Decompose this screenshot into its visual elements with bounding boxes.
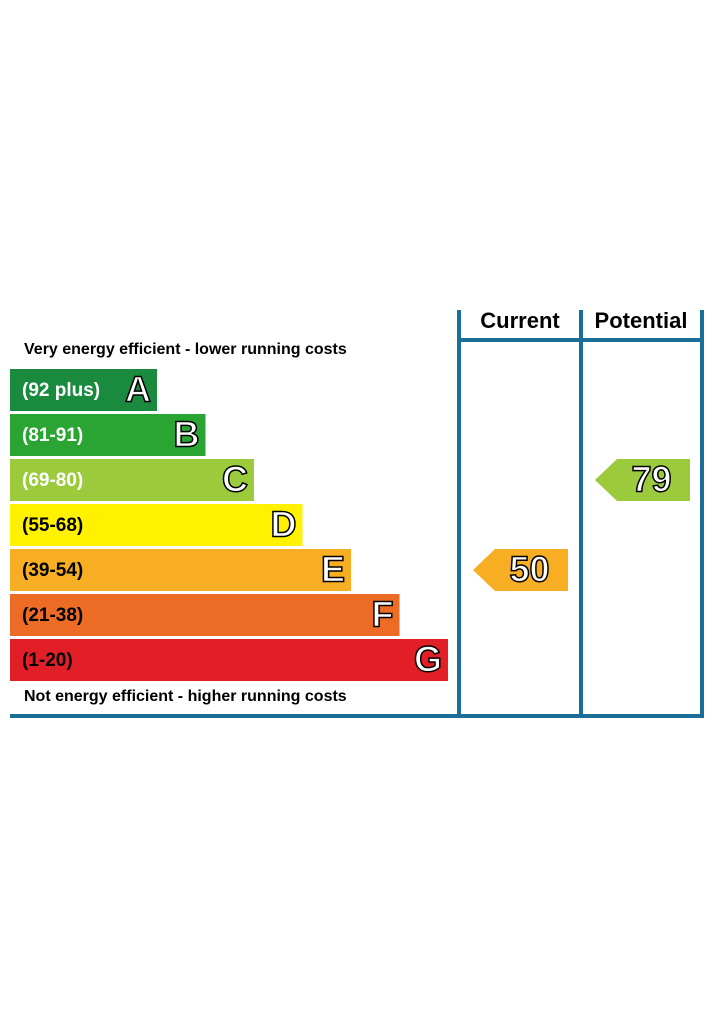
band-range: (92 plus) (22, 380, 100, 401)
rating-arrow (473, 549, 568, 591)
column-header: Current (480, 308, 560, 333)
band-range: (21-38) (22, 605, 83, 626)
band-bar (10, 504, 303, 546)
band-letter: F (372, 594, 394, 635)
band-bar (10, 414, 206, 456)
band-letter: C (222, 459, 248, 500)
band-letter: A (125, 369, 151, 410)
band-letter: B (174, 414, 200, 455)
band-bar (10, 639, 448, 681)
band-range: (39-54) (22, 560, 83, 581)
band-range: (1-20) (22, 650, 73, 671)
band-range: (81-91) (22, 425, 83, 446)
band-bar (10, 369, 157, 411)
bottom-note: Not energy efficient - higher running co… (24, 688, 347, 705)
band-bar (10, 594, 400, 636)
band-letter: D (271, 504, 297, 545)
band-range: (69-80) (22, 470, 83, 491)
band-bar (10, 549, 351, 591)
rating-value: 79 (631, 459, 671, 500)
band-letter: G (414, 639, 442, 680)
band-range: (55-68) (22, 515, 83, 536)
top-note: Very energy efficient - lower running co… (24, 341, 347, 358)
rating-value: 50 (509, 549, 549, 590)
column-header: Potential (595, 308, 688, 333)
band-letter: E (321, 549, 345, 590)
band-bar (10, 459, 254, 501)
rating-arrow (595, 459, 690, 501)
